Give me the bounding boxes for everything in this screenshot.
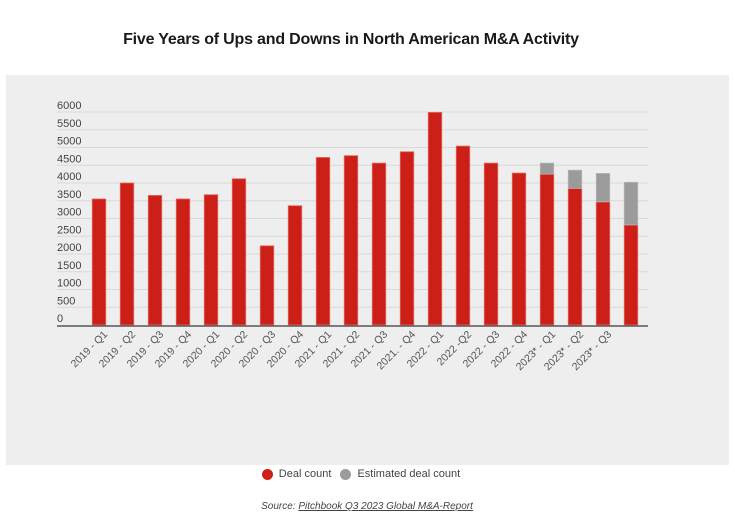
- bar-chart: 0 500 1000 1500 2000 2500 3000 3500 4000 4500 5000…: [57, 100, 648, 373]
- bar-deal-count: [483, 162, 499, 326]
- bar-deal-count: [455, 145, 471, 326]
- legend-label: Estimated deal count: [357, 468, 461, 480]
- legend-dot-icon: [340, 468, 352, 480]
- bar-deal-count: [91, 198, 107, 326]
- bar-deal-count: [371, 162, 387, 326]
- bar-deal-count: [315, 157, 331, 326]
- bar-deal-count: [147, 195, 163, 326]
- legend-item-deal-count[interactable]: Deal count: [261, 468, 332, 480]
- y-tick-label: 2500: [57, 224, 81, 236]
- chart-title: Five Years of Ups and Downs in North Ame…: [123, 31, 579, 48]
- bar-deal-count: [567, 187, 583, 326]
- bar-deal-count: [623, 224, 639, 326]
- bar-deal-count: [539, 173, 555, 326]
- y-tick-label: 5500: [57, 118, 81, 130]
- y-tick-label: 1000: [57, 278, 81, 290]
- bar-deal-count: [231, 178, 247, 326]
- y-tick-label: 4000: [57, 171, 81, 183]
- chart-legend: Deal count Estimated deal count: [6, 468, 716, 483]
- y-tick-label: 2000: [57, 242, 81, 254]
- bar-deal-count: [175, 198, 191, 326]
- bar-deal-count: [287, 205, 303, 326]
- y-tick-label: 3000: [57, 207, 81, 219]
- bar-deal-count: [259, 245, 275, 326]
- bar-estimated-deal-count: [623, 181, 639, 226]
- source-note: Source: Pitchbook Q3 2023 Global M&A-Rep…: [6, 501, 728, 512]
- y-tick-label: 0: [57, 313, 63, 325]
- chart-panel: 0 500 1000 1500 2000 2500 3000 3500 4000 4500 5000…: [6, 75, 729, 512]
- y-tick-label: 500: [57, 295, 75, 307]
- bar-deal-count: [119, 182, 135, 326]
- y-tick-label: 5000: [57, 136, 81, 148]
- legend-item-estimated-deal-count[interactable]: Estimated deal count: [340, 468, 460, 480]
- y-tick-label: 6000: [57, 100, 81, 112]
- legend-dot-icon: [261, 468, 273, 480]
- y-tick-label: 4500: [57, 153, 81, 165]
- bar-deal-count: [595, 201, 611, 326]
- y-tick-label: 3500: [57, 189, 81, 201]
- bar-deal-count: [343, 155, 359, 326]
- bar-deal-count: [511, 172, 527, 326]
- bar-estimated-deal-count: [539, 162, 555, 175]
- bar-deal-count: [203, 194, 219, 326]
- bar-estimated-deal-count: [567, 169, 583, 189]
- bar-estimated-deal-count: [595, 173, 611, 203]
- legend-label: Deal count: [278, 468, 332, 480]
- bar-deal-count: [427, 111, 443, 326]
- y-tick-label: 1500: [57, 260, 81, 272]
- source-prefix: Source:: [261, 501, 299, 512]
- bar-deal-count: [399, 151, 415, 326]
- source-link[interactable]: Pitchbook Q3 2023 Global M&A-Report: [298, 501, 473, 512]
